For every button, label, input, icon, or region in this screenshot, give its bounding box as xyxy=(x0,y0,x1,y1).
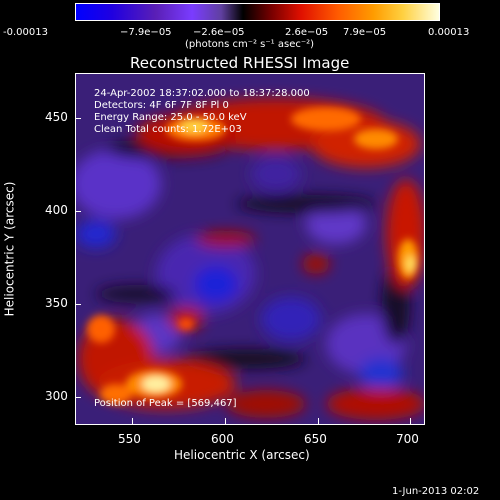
colorbar-tick-5: 7.9e−05 xyxy=(343,27,387,38)
info-energy-range: Energy Range: 25.0 - 50.0 keV xyxy=(94,112,247,123)
info-time-range: 24-Apr-2002 18:37:02.000 to 18:37:28.000 xyxy=(94,88,310,99)
rhessi-image xyxy=(76,74,424,424)
colorbar xyxy=(75,3,440,21)
info-detectors: Detectors: 4F 6F 7F 8F Pl 0 xyxy=(94,100,229,111)
info-counts: Clean Total counts: 1.72E+03 xyxy=(94,124,242,135)
y-tick-450: 450 xyxy=(45,110,68,124)
x-tick-650: 650 xyxy=(304,432,327,446)
y-tick-400: 400 xyxy=(45,203,68,217)
colorbar-tick-4: 2.6e−05 xyxy=(285,27,329,38)
colorbar-units: (photons cm⁻² s⁻¹ asec⁻²) xyxy=(185,39,315,50)
peak-position: Position of Peak = [569,467] xyxy=(94,398,237,409)
colorbar-tick-1: -0.00013 xyxy=(3,27,48,38)
y-axis-label: Heliocentric Y (arcsec) xyxy=(2,181,17,317)
y-tick-300: 300 xyxy=(45,389,68,403)
y-tick-mark xyxy=(75,118,81,119)
x-tick-600: 600 xyxy=(211,432,234,446)
x-tick-mark xyxy=(410,418,411,424)
date-stamp: 1-Jun-2013 02:02 xyxy=(392,486,480,497)
x-tick-mark xyxy=(225,418,226,424)
y-tick-mark xyxy=(75,304,81,305)
colorbar-tick-3: −2.6e−05 xyxy=(193,27,245,38)
y-tick-mark xyxy=(75,397,81,398)
colorbar-tick-2: −7.9e−05 xyxy=(120,27,172,38)
x-tick-550: 550 xyxy=(118,432,141,446)
x-tick-mark xyxy=(318,418,319,424)
y-tick-350: 350 xyxy=(45,296,68,310)
plot-title: Reconstructed RHESSI Image xyxy=(130,54,350,72)
y-tick-mark xyxy=(75,211,81,212)
x-tick-700: 700 xyxy=(396,432,419,446)
colorbar-tick-6: 0.00013 xyxy=(428,27,470,38)
x-tick-mark xyxy=(132,418,133,424)
x-axis-label: Heliocentric X (arcsec) xyxy=(174,448,310,462)
image-plot xyxy=(75,73,425,425)
